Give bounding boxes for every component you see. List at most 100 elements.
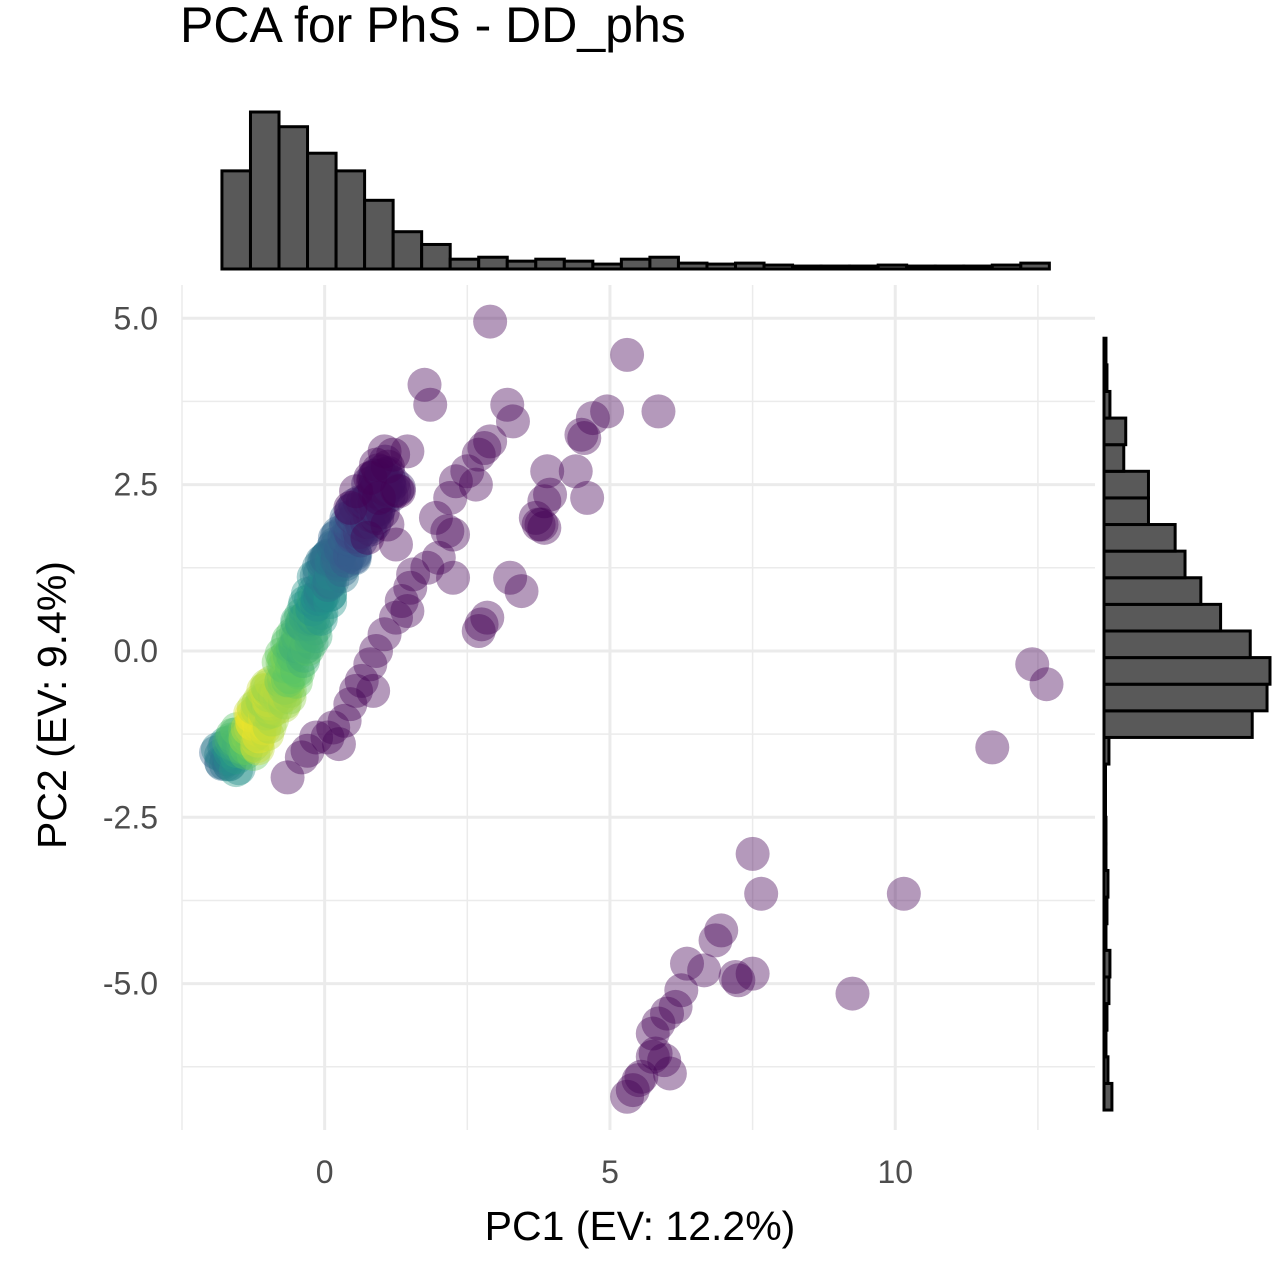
scatter-point-52: [310, 720, 345, 755]
scatter-point-21: [458, 467, 493, 502]
cluster-point-293: [370, 449, 405, 484]
cluster-point-215: [330, 521, 365, 556]
y-histogram-bar-1: [1102, 1055, 1110, 1085]
cluster-point-243: [342, 485, 377, 520]
cluster-point-46: [242, 713, 277, 748]
cluster-point-95: [272, 673, 307, 708]
cluster-point-259: [361, 492, 396, 527]
y-tick-label-4: -5.0: [103, 966, 158, 1002]
cluster-point-153: [297, 581, 332, 616]
cluster-point-148: [295, 592, 330, 627]
x-histogram-bar-22: [848, 264, 880, 271]
cluster-point-171: [310, 566, 345, 601]
cluster-point-165: [299, 558, 334, 593]
cluster-point-260: [361, 492, 396, 527]
scatter-point-19: [450, 454, 485, 489]
cluster-point-221: [335, 519, 370, 554]
cluster-point-109: [272, 638, 307, 673]
scatter-point-63: [381, 474, 416, 509]
y-histogram-bar-0: [1102, 1081, 1114, 1112]
cluster-point-230: [342, 515, 377, 550]
cluster-point-145: [288, 585, 323, 620]
scatter-point-93: [624, 1059, 659, 1094]
scatter-point-33: [493, 560, 528, 595]
scatter-point-28: [430, 514, 465, 549]
cluster-point-254: [358, 497, 393, 532]
y-histogram-bar-8: [1102, 869, 1110, 899]
scatter-point-92: [652, 1056, 687, 1091]
cluster-point-251: [348, 484, 383, 519]
cluster-point-114: [275, 630, 310, 665]
cluster-point-20: [217, 728, 252, 763]
scatter-point-5: [495, 404, 530, 439]
y-histogram-bar-14: [1102, 709, 1254, 739]
cluster-point-84: [261, 672, 296, 707]
x-histogram-bar-11: [534, 257, 566, 271]
cluster-point-152: [290, 576, 325, 611]
cluster-point-237: [338, 489, 373, 524]
cluster-point-242: [349, 505, 384, 540]
scatter-point-30: [421, 540, 456, 575]
scatter-point-62: [353, 460, 388, 495]
scatter-point-86: [650, 996, 685, 1031]
cluster-point-126: [290, 632, 325, 667]
cluster-point-33: [231, 719, 266, 754]
scatter-point-64: [361, 480, 396, 515]
scatter-point-29: [436, 517, 471, 552]
cluster-point-269: [358, 468, 393, 503]
cluster-point-179: [306, 547, 341, 582]
scatter-point-25: [524, 507, 559, 542]
y-histogram-bar-26: [1102, 389, 1112, 420]
y-tick-label-1: 2.5: [114, 467, 158, 503]
x-histogram-bar-20: [791, 264, 823, 271]
cluster-point-170: [313, 577, 348, 612]
cluster-point-63: [246, 685, 281, 720]
scatter-point-49: [356, 673, 391, 708]
cluster-point-159: [303, 580, 338, 615]
scatter-point-38: [396, 557, 431, 592]
cluster-point-81: [254, 665, 289, 700]
cluster-point-107: [274, 650, 309, 685]
cluster-point-69: [246, 673, 281, 708]
scatter-point-51: [316, 710, 351, 745]
cluster-point-4: [208, 747, 243, 782]
cluster-point-172: [301, 550, 336, 585]
cluster-point-67: [250, 688, 285, 723]
scatter-point-46: [344, 663, 379, 698]
cluster-point-2: [204, 745, 239, 780]
y-histogram-bar-21: [1102, 523, 1177, 553]
cluster-point-96: [261, 645, 296, 680]
scatter-point-57: [270, 760, 305, 795]
cluster-point-205: [319, 519, 354, 554]
cluster-point-77: [249, 668, 284, 703]
cluster-point-163: [303, 573, 338, 608]
y-histogram-bar-7: [1102, 895, 1109, 926]
scatter-point-3: [413, 387, 448, 422]
cluster-point-32: [228, 721, 263, 756]
cluster-point-23: [221, 729, 256, 764]
cluster-point-275: [358, 458, 393, 493]
cluster-point-146: [292, 594, 327, 629]
cluster-point-21: [215, 717, 250, 752]
scatter-point-60: [390, 434, 425, 469]
scatter-point-7: [590, 394, 625, 429]
scatter-point-13: [461, 437, 496, 472]
cluster-point-162: [296, 560, 331, 595]
cluster-point-204: [330, 539, 365, 574]
cluster-point-267: [357, 467, 392, 502]
cluster-point-0: [204, 746, 239, 781]
cluster-point-6: [212, 747, 247, 782]
cluster-point-38: [240, 731, 275, 766]
cluster-point-166: [304, 569, 339, 604]
cluster-point-29: [229, 731, 264, 766]
y-marginal-histogram: [1102, 336, 1272, 1112]
scatter-point-87: [641, 1006, 676, 1041]
x-histogram-bar-1: [248, 110, 281, 271]
cluster-point-54: [248, 707, 283, 742]
scatter-point-15: [558, 454, 593, 489]
cluster-point-110: [281, 655, 316, 690]
cluster-point-52: [236, 690, 271, 725]
cluster-point-292: [381, 470, 416, 505]
cluster-point-106: [270, 641, 305, 676]
cluster-point-195: [321, 540, 356, 575]
